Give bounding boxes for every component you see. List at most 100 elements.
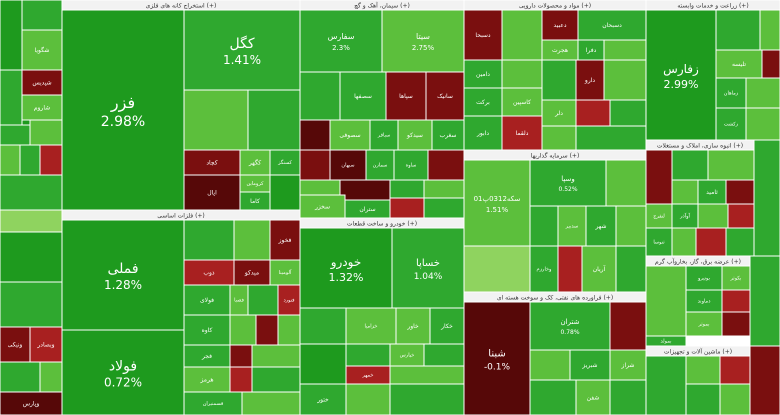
treemap-tile[interactable]	[0, 231, 63, 283]
treemap-tile-شتران[interactable]	[529, 301, 611, 351]
treemap-tile[interactable]	[721, 265, 751, 291]
treemap-tile[interactable]	[719, 383, 751, 415]
treemap-tile[interactable]	[745, 77, 780, 109]
treemap-tile[interactable]	[721, 289, 751, 313]
treemap-tile[interactable]	[501, 87, 543, 117]
treemap-tile[interactable]	[0, 174, 63, 211]
treemap-tile[interactable]	[529, 205, 559, 247]
treemap-tile-فولاد[interactable]	[61, 329, 185, 415]
treemap-tile[interactable]	[369, 119, 399, 151]
treemap-tile-فملی[interactable]	[61, 219, 185, 331]
treemap-tile[interactable]	[183, 314, 231, 346]
treemap-tile[interactable]	[299, 383, 347, 415]
treemap-tile[interactable]	[609, 301, 647, 351]
treemap-tile-زفارس[interactable]	[645, 9, 717, 141]
treemap-tile[interactable]	[431, 119, 465, 151]
treemap-tile[interactable]	[605, 159, 647, 207]
treemap-tile[interactable]	[645, 149, 673, 205]
treemap-tile[interactable]	[707, 149, 755, 181]
treemap-tile[interactable]	[269, 174, 301, 211]
treemap-tile[interactable]	[345, 343, 391, 367]
treemap-tile[interactable]	[581, 245, 617, 293]
treemap-tile[interactable]	[255, 314, 279, 346]
treemap-tile[interactable]	[183, 219, 235, 261]
treemap-tile[interactable]	[19, 144, 41, 176]
treemap-tile[interactable]	[183, 89, 249, 151]
treemap-tile[interactable]	[609, 99, 647, 127]
treemap-tile[interactable]	[721, 311, 751, 337]
treemap-tile[interactable]	[697, 179, 727, 205]
treemap-tile[interactable]	[575, 59, 605, 101]
treemap-tile-سکه0312پ01[interactable]	[463, 159, 531, 247]
treemap-tile[interactable]	[183, 366, 231, 393]
treemap-tile[interactable]	[645, 265, 687, 337]
treemap-tile[interactable]	[761, 49, 780, 79]
treemap-tile[interactable]	[759, 9, 780, 51]
treemap-tile[interactable]	[389, 197, 425, 219]
treemap-tile[interactable]	[339, 71, 387, 121]
treemap-tile[interactable]	[463, 245, 531, 293]
treemap-tile[interactable]	[423, 343, 465, 367]
treemap-tile[interactable]	[615, 245, 647, 293]
treemap-tile[interactable]	[0, 124, 31, 146]
treemap-tile[interactable]	[529, 379, 577, 415]
treemap-tile-شبنا[interactable]	[463, 301, 531, 415]
treemap-tile[interactable]	[389, 365, 465, 385]
treemap-tile-کگل[interactable]	[183, 9, 301, 91]
treemap-tile[interactable]	[541, 99, 577, 127]
treemap-tile[interactable]	[645, 355, 687, 415]
treemap-tile[interactable]	[609, 379, 647, 415]
treemap-tile[interactable]	[39, 361, 63, 393]
treemap-tile[interactable]	[685, 355, 721, 385]
treemap-tile[interactable]	[719, 355, 751, 385]
treemap-tile[interactable]	[21, 94, 63, 121]
treemap-tile[interactable]	[247, 284, 279, 316]
treemap-tile[interactable]	[229, 344, 253, 368]
treemap-tile[interactable]	[529, 245, 559, 293]
treemap-tile[interactable]	[695, 227, 727, 257]
treemap-tile[interactable]	[251, 366, 301, 393]
treemap-tile[interactable]	[241, 391, 301, 415]
treemap-tile[interactable]	[727, 203, 755, 229]
treemap-tile[interactable]	[21, 69, 63, 96]
treemap-tile[interactable]	[299, 71, 341, 121]
treemap-tile[interactable]	[541, 9, 579, 41]
treemap-tile[interactable]	[299, 343, 347, 385]
treemap-tile[interactable]	[299, 119, 331, 151]
treemap-tile[interactable]	[685, 383, 721, 415]
treemap-tile[interactable]	[541, 59, 577, 101]
treemap-tile[interactable]	[299, 307, 347, 345]
treemap-tile[interactable]	[39, 144, 63, 176]
treemap-tile[interactable]	[389, 383, 465, 415]
treemap-tile[interactable]	[685, 311, 723, 337]
treemap-tile[interactable]	[557, 245, 583, 293]
treemap-tile[interactable]	[725, 179, 755, 205]
treemap-tile[interactable]	[603, 39, 647, 61]
treemap-tile[interactable]	[671, 179, 699, 205]
treemap-tile[interactable]	[389, 179, 425, 199]
treemap-tile[interactable]	[345, 383, 391, 415]
treemap-tile[interactable]	[745, 107, 780, 141]
treemap-tile[interactable]	[423, 179, 465, 199]
treemap-tile-سیتا[interactable]	[381, 9, 465, 73]
treemap-tile[interactable]	[0, 144, 21, 176]
treemap-tile[interactable]	[577, 9, 647, 41]
treemap-tile[interactable]	[425, 71, 465, 121]
treemap-tile[interactable]	[463, 9, 503, 61]
treemap-tile[interactable]	[0, 209, 63, 233]
treemap-tile[interactable]	[753, 139, 780, 257]
treemap-tile[interactable]	[501, 115, 543, 151]
treemap-tile[interactable]	[183, 174, 241, 211]
treemap-tile[interactable]	[251, 344, 301, 368]
treemap-tile[interactable]	[0, 361, 41, 393]
treemap-tile[interactable]	[0, 281, 63, 328]
treemap-tile[interactable]	[423, 197, 465, 219]
treemap-tile[interactable]	[749, 255, 780, 347]
treemap-tile[interactable]	[645, 227, 673, 257]
treemap-tile[interactable]	[671, 149, 709, 181]
treemap-tile[interactable]	[277, 314, 301, 346]
treemap-tile[interactable]	[239, 149, 271, 176]
treemap-tile[interactable]	[541, 125, 577, 151]
treemap-tile[interactable]	[0, 69, 23, 126]
treemap-tile[interactable]	[247, 89, 301, 151]
